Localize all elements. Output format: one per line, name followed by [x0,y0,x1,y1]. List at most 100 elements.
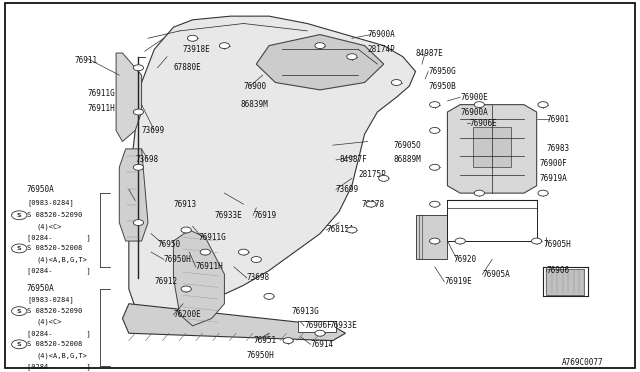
Text: 76912: 76912 [154,277,177,286]
Circle shape [538,102,548,108]
Polygon shape [256,35,384,90]
Circle shape [474,190,484,196]
Text: 76911: 76911 [75,56,98,65]
Text: 76906: 76906 [546,266,570,275]
Text: (4)<C>: (4)<C> [36,223,62,230]
Circle shape [133,220,143,225]
Polygon shape [119,149,148,241]
Circle shape [429,102,440,108]
Circle shape [315,43,325,49]
Text: 76933E: 76933E [330,321,357,330]
Text: 76919: 76919 [253,211,276,220]
Text: 76901: 76901 [546,115,570,124]
Text: 76950A: 76950A [27,185,54,194]
Text: 28175P: 28175P [358,170,386,179]
Circle shape [239,249,248,255]
Text: 73699: 73699 [141,126,164,135]
Text: 76200E: 76200E [173,310,201,319]
Text: 76900A: 76900A [368,30,396,39]
Text: 76913G: 76913G [291,307,319,315]
Text: S: S [17,309,22,314]
Circle shape [133,65,143,71]
Text: 76950H: 76950H [246,351,275,360]
Text: [0284-        ]: [0284- ] [27,234,91,241]
Circle shape [264,294,274,299]
Polygon shape [129,16,415,315]
Circle shape [181,227,191,233]
Text: S 08520-52008: S 08520-52008 [27,341,82,347]
Text: [0983-0284]: [0983-0284] [27,199,74,206]
Text: 76911H: 76911H [88,104,115,113]
Circle shape [532,238,541,244]
Text: 76983: 76983 [546,144,570,153]
Text: S 08520-52090: S 08520-52090 [27,212,82,218]
Text: 76933E: 76933E [215,211,243,220]
Circle shape [429,164,440,170]
Circle shape [429,128,440,134]
Circle shape [133,109,143,115]
Polygon shape [447,105,537,193]
Text: 76914: 76914 [310,340,333,349]
Bar [546,269,584,295]
Circle shape [133,164,143,170]
Text: 73699: 73699 [336,185,359,194]
Text: 76919E: 76919E [444,277,472,286]
Text: 73698: 73698 [246,273,270,282]
Circle shape [12,244,27,253]
Text: 76978: 76978 [362,200,385,209]
Circle shape [12,340,27,349]
Text: 76913: 76913 [173,200,196,209]
Polygon shape [122,304,346,341]
Text: 84987F: 84987F [339,155,367,164]
Text: 76919A: 76919A [540,174,568,183]
Circle shape [379,176,389,181]
Text: 76950A: 76950A [27,285,54,294]
Text: 76900A: 76900A [460,108,488,116]
Text: S: S [17,246,22,251]
Text: 76906E: 76906E [470,119,497,128]
Polygon shape [173,230,225,326]
Text: 76911G: 76911G [88,89,115,98]
Text: (4)<C>: (4)<C> [36,319,62,326]
Circle shape [315,330,325,336]
Polygon shape [415,215,447,260]
Circle shape [188,35,198,41]
Text: 67880E: 67880E [173,63,201,72]
Text: 76911H: 76911H [196,262,223,271]
Circle shape [538,190,548,196]
Text: 76950G: 76950G [428,67,456,76]
Text: 86839M: 86839M [241,100,268,109]
Text: S: S [17,342,22,347]
Text: S 08520-52090: S 08520-52090 [27,308,82,314]
Text: 76815A: 76815A [326,225,354,234]
FancyBboxPatch shape [298,321,336,332]
Text: 76920: 76920 [454,255,477,264]
Text: (4)<A,B,G,T>: (4)<A,B,G,T> [36,352,88,359]
Circle shape [220,43,230,49]
Text: 28174P: 28174P [368,45,396,54]
Text: 76906F: 76906F [304,321,332,330]
Text: 76900: 76900 [244,82,267,91]
Text: (4)<A,B,G,T>: (4)<A,B,G,T> [36,256,88,263]
Circle shape [366,201,376,207]
Circle shape [347,54,357,60]
Text: 76911G: 76911G [199,233,227,242]
Circle shape [429,238,440,244]
Circle shape [392,80,401,86]
Text: 76905H: 76905H [543,240,571,249]
Text: 76900E: 76900E [460,93,488,102]
Text: S 08520-52008: S 08520-52008 [27,246,82,251]
Polygon shape [116,53,141,141]
Text: 76905O: 76905O [394,141,421,150]
Circle shape [347,227,357,233]
Text: 76905A: 76905A [483,270,510,279]
Circle shape [429,201,440,207]
Text: 76950H: 76950H [164,255,191,264]
Text: 86889M: 86889M [394,155,421,164]
Text: A769C0077: A769C0077 [562,358,604,367]
Text: 76950B: 76950B [428,82,456,91]
Circle shape [283,338,293,344]
Text: 84987E: 84987E [415,48,444,58]
Circle shape [12,307,27,315]
Text: [0284-        ]: [0284- ] [27,330,91,337]
